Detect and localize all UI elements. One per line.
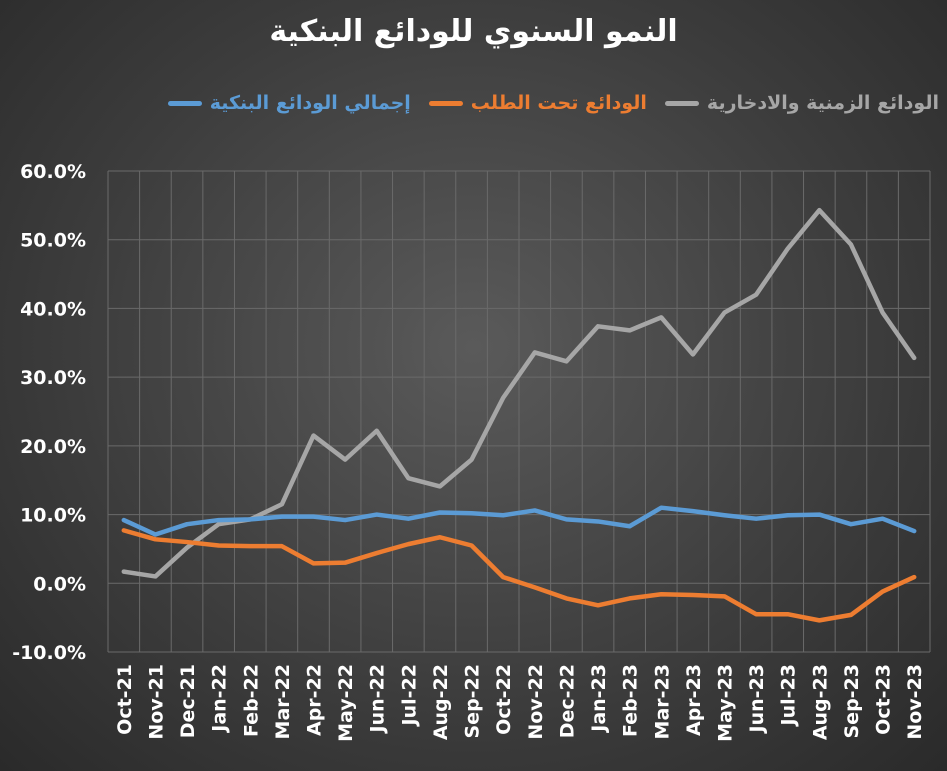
- y-tick-label: 50.0%: [20, 230, 86, 252]
- legend-item: الودائع الزمنية والادخارية: [664, 92, 939, 114]
- legend-item: الودائع تحت الطلب: [428, 92, 647, 114]
- legend-item: إجمالي الودائع البنكية: [167, 92, 411, 114]
- x-tick-label: Jan-23: [588, 664, 610, 734]
- x-tick-label: Mar-22: [272, 664, 294, 739]
- series-line: [121, 505, 917, 537]
- y-tick-label: -10.0%: [12, 642, 86, 664]
- legend-swatch: [167, 100, 202, 106]
- y-tick-label: 60.0%: [20, 161, 86, 183]
- x-tick-label: Oct-22: [493, 664, 515, 735]
- chart-title: النمو السنوي للودائع البنكية: [269, 14, 678, 49]
- x-tick-label: Jul-23: [778, 664, 800, 727]
- legend-swatch: [664, 100, 699, 106]
- y-tick-label: 0.0%: [33, 573, 86, 595]
- x-tick-label: Feb-22: [240, 664, 262, 737]
- x-tick-label: Aug-23: [809, 664, 831, 740]
- x-tick-label: Sep-23: [841, 664, 863, 739]
- y-tick-label: 40.0%: [20, 298, 86, 320]
- legend-label: الودائع تحت الطلب: [470, 92, 647, 114]
- x-tick-label: Apr-23: [683, 664, 705, 736]
- x-tick-label: Dec-21: [177, 664, 199, 738]
- legend-label: الودائع الزمنية والادخارية: [706, 92, 939, 114]
- x-tick-label: Jan-22: [209, 664, 231, 734]
- x-tick-label: Apr-22: [304, 664, 326, 736]
- x-tick-label: Dec-22: [556, 664, 578, 738]
- legend-swatch: [428, 100, 463, 106]
- x-tick-label: Nov-21: [145, 664, 167, 740]
- x-tick-label: Nov-22: [525, 664, 547, 740]
- x-tick-label: Nov-23: [904, 664, 926, 740]
- legend: الودائع الزمنية والادخارية الودائع تحت ال…: [167, 92, 939, 114]
- x-tick-label: May-22: [335, 664, 357, 742]
- x-tick-label: Jun-23: [746, 664, 768, 734]
- legend-label: إجمالي الودائع البنكية: [209, 92, 411, 114]
- x-tick-label: Aug-22: [430, 664, 452, 740]
- series-line: [121, 528, 917, 623]
- x-tick-label: Feb-23: [620, 664, 642, 737]
- x-tick-label: May-23: [715, 664, 737, 742]
- x-tick-label: Jun-22: [367, 664, 389, 734]
- x-tick-label: Oct-21: [114, 664, 136, 735]
- x-tick-label: Oct-23: [873, 664, 895, 735]
- y-tick-label: 20.0%: [20, 436, 86, 458]
- x-tick-label: Sep-22: [462, 664, 484, 739]
- x-tick-label: Jul-22: [398, 664, 420, 727]
- x-tick-label: Mar-23: [651, 664, 673, 739]
- y-tick-label: 30.0%: [20, 367, 86, 389]
- y-tick-label: 10.0%: [20, 505, 86, 527]
